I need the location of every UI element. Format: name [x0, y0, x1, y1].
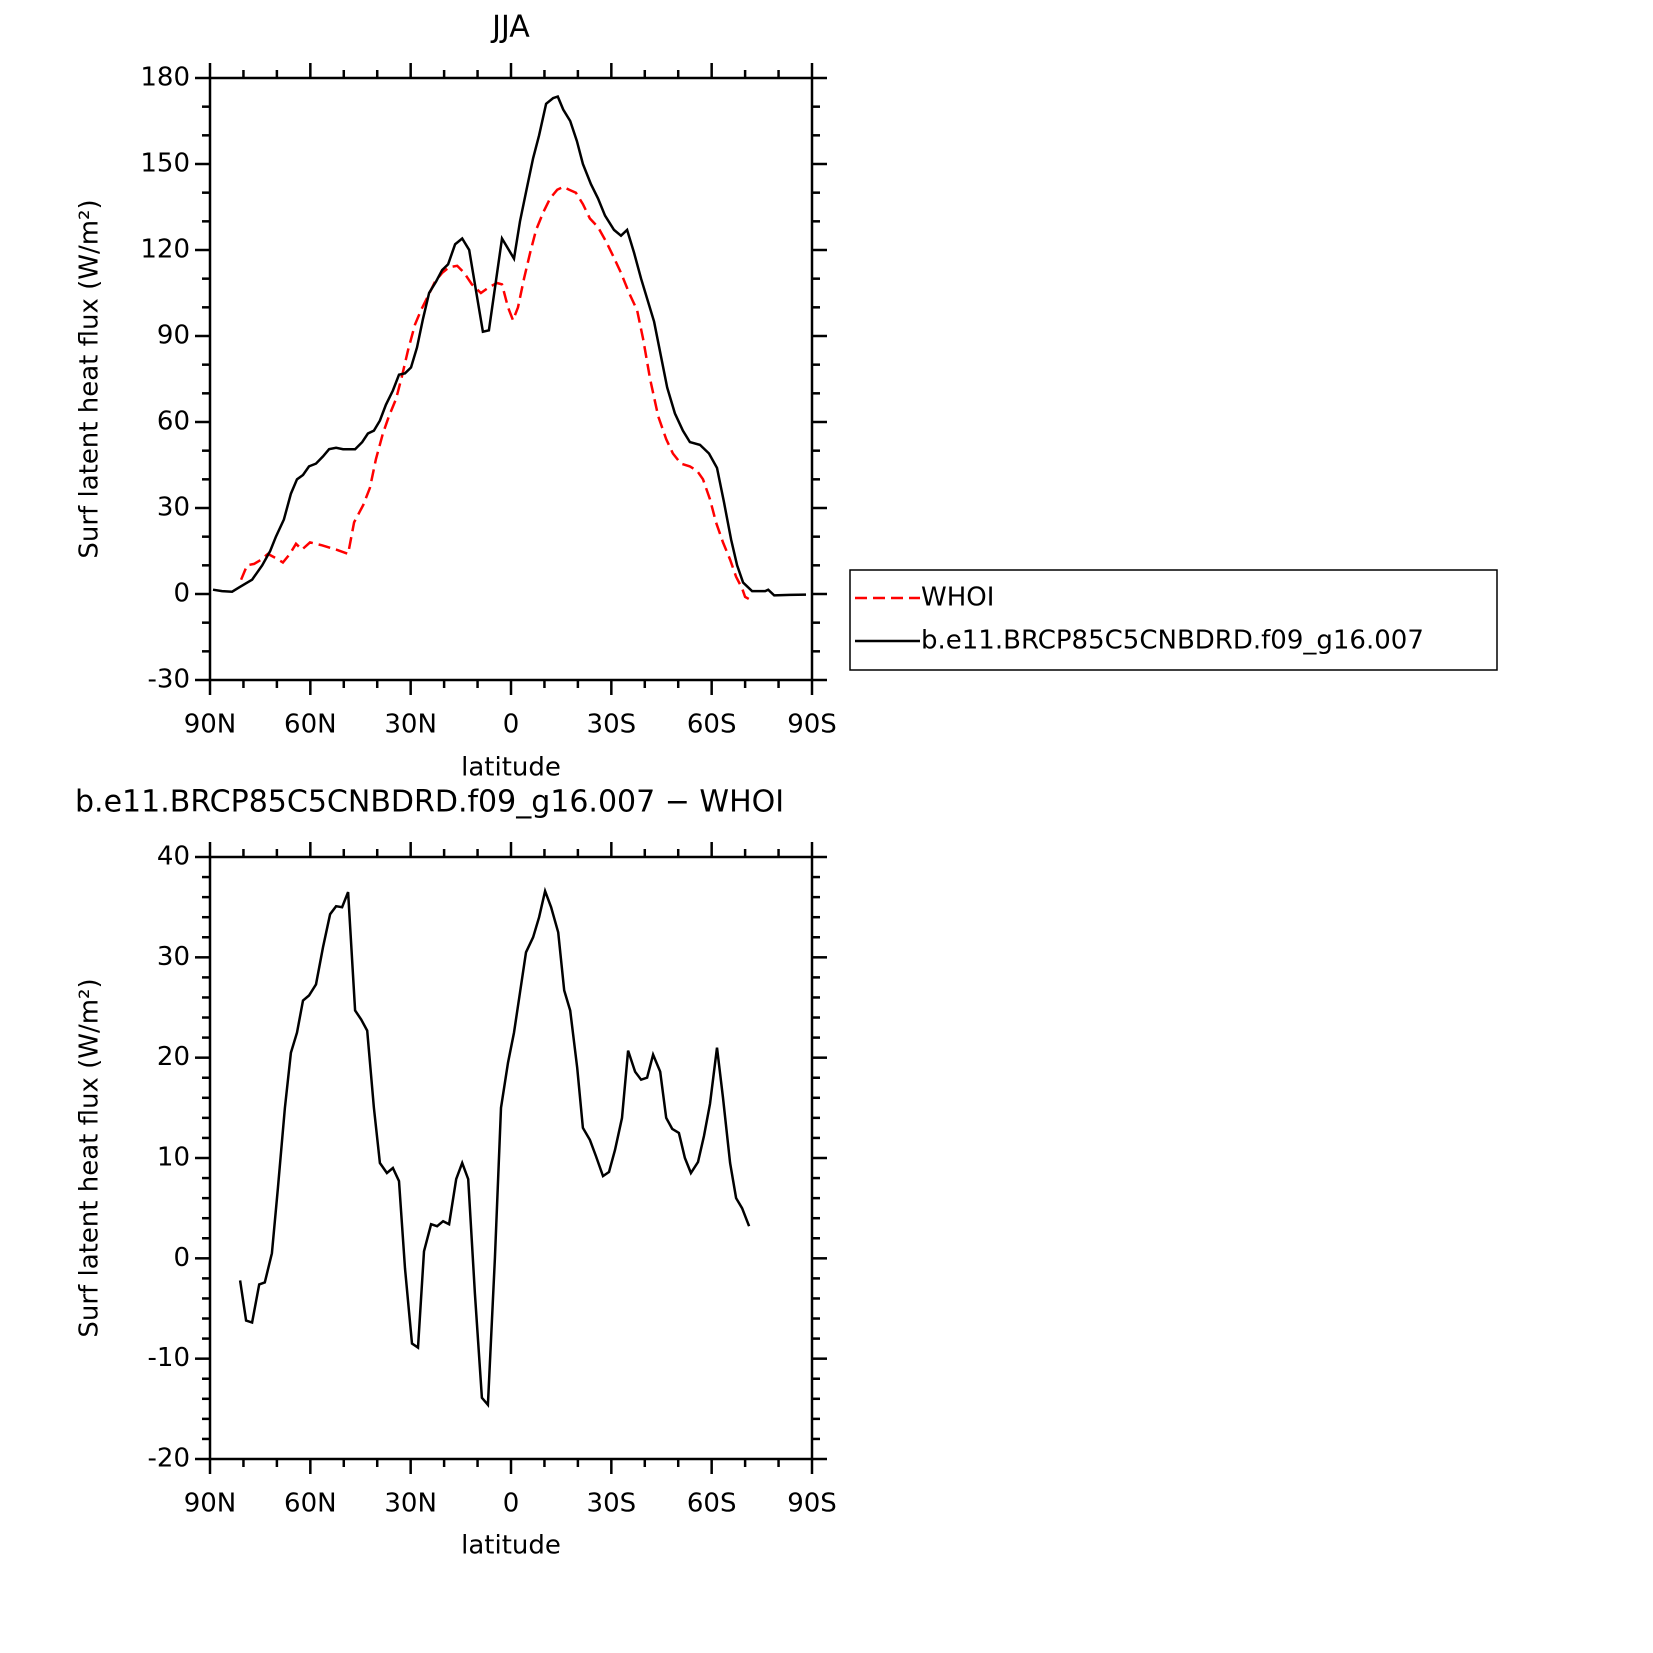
x-tick-label: 30S: [587, 710, 637, 740]
x-tick-label: 90S: [787, 710, 837, 740]
x-tick-label: 60S: [687, 1489, 737, 1519]
y-tick-label: 60: [157, 407, 190, 437]
x-tick-label: 0: [503, 710, 520, 740]
x-tick-label: 30S: [587, 1489, 637, 1519]
y-axis-label: Surf latent heat flux (W/m²): [75, 199, 105, 558]
chart-title: b.e11.BRCP85C5CNBDRD.f09_g16.007 − WHOI: [75, 785, 784, 820]
y-tick-label: 180: [140, 63, 190, 93]
y-tick-label: -10: [148, 1343, 190, 1373]
y-tick-label: 90: [157, 321, 190, 351]
y-tick-label: -30: [148, 665, 190, 695]
plot-frame: [208, 855, 814, 1461]
data-line: [238, 886, 751, 1409]
y-axis-label: Surf latent heat flux (W/m²): [75, 978, 105, 1337]
y-tick-label: 0: [173, 1243, 190, 1273]
y-tick-label: 30: [157, 493, 190, 523]
y-tick-label: 40: [157, 842, 190, 872]
data-line: [212, 95, 807, 597]
data-line: [239, 185, 751, 601]
x-tick-label: 30N: [384, 1489, 437, 1519]
y-tick-label: 0: [173, 579, 190, 609]
x-tick-label: 90S: [787, 1489, 837, 1519]
legend-label: b.e11.BRCP85C5CNBDRD.f09_g16.007: [921, 626, 1424, 656]
x-axis-label: latitude: [461, 753, 561, 783]
y-tick-label: 10: [157, 1143, 190, 1173]
y-tick-label: 120: [140, 235, 190, 265]
x-tick-label: 0: [503, 1489, 520, 1519]
plot-frame: [208, 76, 814, 682]
x-tick-label: 60N: [284, 710, 337, 740]
y-tick-label: -20: [148, 1444, 190, 1474]
chart-title: JJA: [490, 10, 530, 45]
y-tick-label: 150: [140, 149, 190, 179]
legend-box: [849, 569, 1498, 671]
x-tick-label: 30N: [384, 710, 437, 740]
y-tick-label: 30: [157, 942, 190, 972]
x-tick-label: 90N: [184, 710, 237, 740]
y-tick-label: 20: [157, 1042, 190, 1072]
x-axis-label: latitude: [461, 1531, 561, 1561]
x-tick-label: 60S: [687, 710, 737, 740]
x-tick-label: 60N: [284, 1489, 337, 1519]
legend-label: WHOI: [921, 583, 994, 613]
x-tick-label: 90N: [184, 1489, 237, 1519]
